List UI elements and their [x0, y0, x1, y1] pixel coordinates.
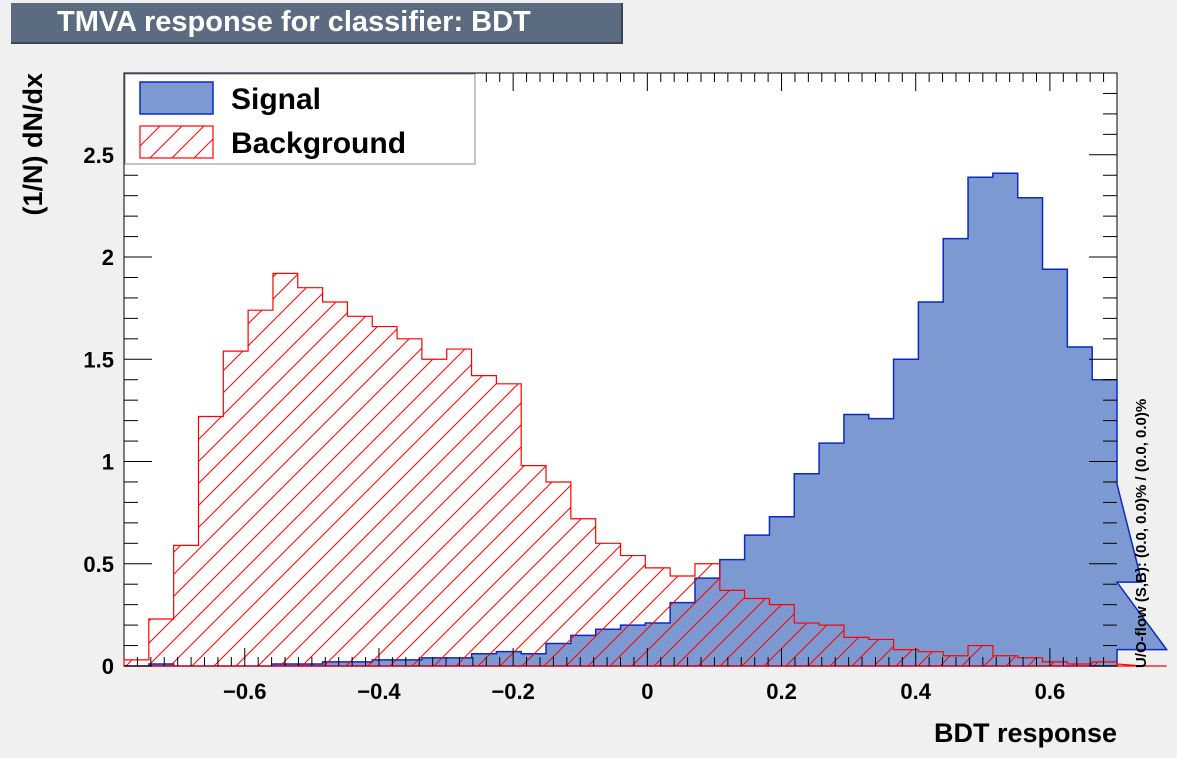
axis-ticks: [124, 72, 1117, 667]
x-tick-label: −0.6: [223, 679, 266, 704]
background-histogram: [123, 272, 1167, 667]
x-tick-label: 0: [641, 679, 653, 704]
legend-background-swatch: [139, 125, 214, 159]
background-histogram-path: [123, 272, 1167, 667]
x-tick-label: 0.4: [900, 679, 931, 704]
x-tick-label: −0.2: [491, 679, 534, 704]
y-tick-label: 2.5: [83, 143, 114, 168]
y-tick-label: 0: [102, 654, 114, 679]
legend: Signal Background: [124, 73, 476, 165]
legend-signal-swatch: [139, 81, 214, 115]
tick-labels: −0.6 −0.4 −0.2 0 0.2 0.4 0.6 0 0.5 1 1.5 2 2.5: [83, 143, 1065, 704]
x-axis-title: BDT response: [934, 718, 1117, 748]
legend-signal-label: Signal: [231, 83, 321, 116]
legend-background-label: Background: [231, 127, 406, 160]
chart-title: TMVA response for classifier: BDT: [11, 3, 623, 44]
y-tick-label: 2: [102, 245, 114, 270]
x-tick-label: 0.6: [1035, 679, 1066, 704]
y-tick-label: 1.5: [83, 347, 114, 372]
y-tick-label: 0.5: [83, 552, 114, 577]
x-tick-label: 0.2: [766, 679, 797, 704]
y-axis-title: (1/N) dN/dx: [18, 73, 48, 216]
y-tick-label: 1: [102, 450, 114, 475]
overflow-note: U/O-flow (S,B): (0.0, 0.0)% / (0.0, 0.0)…: [1133, 399, 1150, 668]
x-tick-label: −0.4: [357, 679, 401, 704]
